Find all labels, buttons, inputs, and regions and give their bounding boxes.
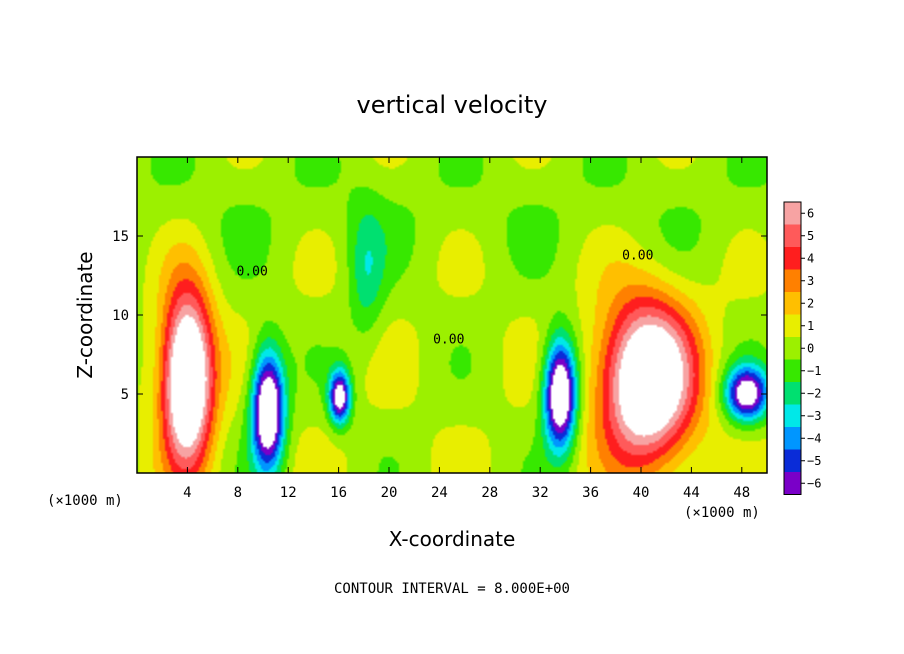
colorbar-tick-label: −3 [807,409,821,423]
contour-labels: 0.00 0.00 0.00 [237,249,654,348]
colorbar-swatch [784,472,801,495]
colorbar-swatch [784,247,801,270]
x-tick-label: 44 [683,485,700,501]
x-tick-label: 20 [381,485,398,501]
colorbar-tick-label: 3 [807,274,814,288]
chart-title: vertical velocity [357,91,548,119]
colorbar-swatch [784,292,801,315]
contour-label: 0.00 [622,249,653,264]
x-tick-label: 24 [431,485,448,501]
colorbar-tick-label: 6 [807,206,814,220]
x-tick-label: 16 [330,485,347,501]
colorbar-swatch [784,314,801,337]
x-axis-label: X-coordinate [389,527,516,551]
plot-area [136,156,768,474]
colorbar-swatch [784,359,801,382]
colorbar-swatch [784,202,801,225]
colorbar-swatch [784,224,801,247]
contour-label: 0.00 [433,332,464,347]
colorbar-tick-label: −5 [807,454,821,468]
y-axis-label: Z-coordinate [73,251,97,378]
colorbar-swatch [784,427,801,450]
colorbar-swatch [784,269,801,292]
colorbar-tick-label: −6 [807,476,821,490]
colorbar-swatch [784,404,801,427]
colorbar-tick-label: 4 [807,251,814,265]
x-tick-label: 36 [582,485,599,501]
y-axis-ticks: 5 10 15 [112,229,767,403]
colorbar-swatch [784,449,801,472]
x-tick-label: 48 [733,485,750,501]
x-axis-ticks: 4 8 12 16 20 24 28 32 36 40 44 48 [183,157,750,501]
colorbar-swatch [784,382,801,405]
x-axis-unit-left: (×1000 m) [47,493,123,509]
contour-interval-note: CONTOUR INTERVAL = 8.000E+00 [334,581,570,597]
colorbar-tick-label: 2 [807,296,814,310]
colorbar-tick-label: 5 [807,229,814,243]
x-tick-label: 32 [532,485,549,501]
x-axis-unit-right: (×1000 m) [684,505,760,521]
x-tick-label: 28 [481,485,498,501]
colorbar-tick-label: −2 [807,386,821,400]
colorbar: 6 5 4 3 2 1 0 −1 −2 −3 −4 −5 −6 [783,201,821,495]
x-tick-label: 8 [234,485,242,501]
colorbar-swatch [784,337,801,360]
contour-label: 0.00 [237,265,268,280]
velocity-field-raster [137,157,767,473]
x-tick-label: 4 [183,485,191,501]
y-tick-label: 10 [112,308,129,324]
x-tick-label: 12 [280,485,297,501]
y-tick-label: 15 [112,229,129,245]
colorbar-tick-label: −4 [807,431,821,445]
x-tick-label: 40 [633,485,650,501]
colorbar-tick-label: 1 [807,319,814,333]
colorbar-tick-label: 0 [807,341,814,355]
colorbar-tick-label: −1 [807,364,821,378]
y-tick-label: 5 [121,387,129,403]
